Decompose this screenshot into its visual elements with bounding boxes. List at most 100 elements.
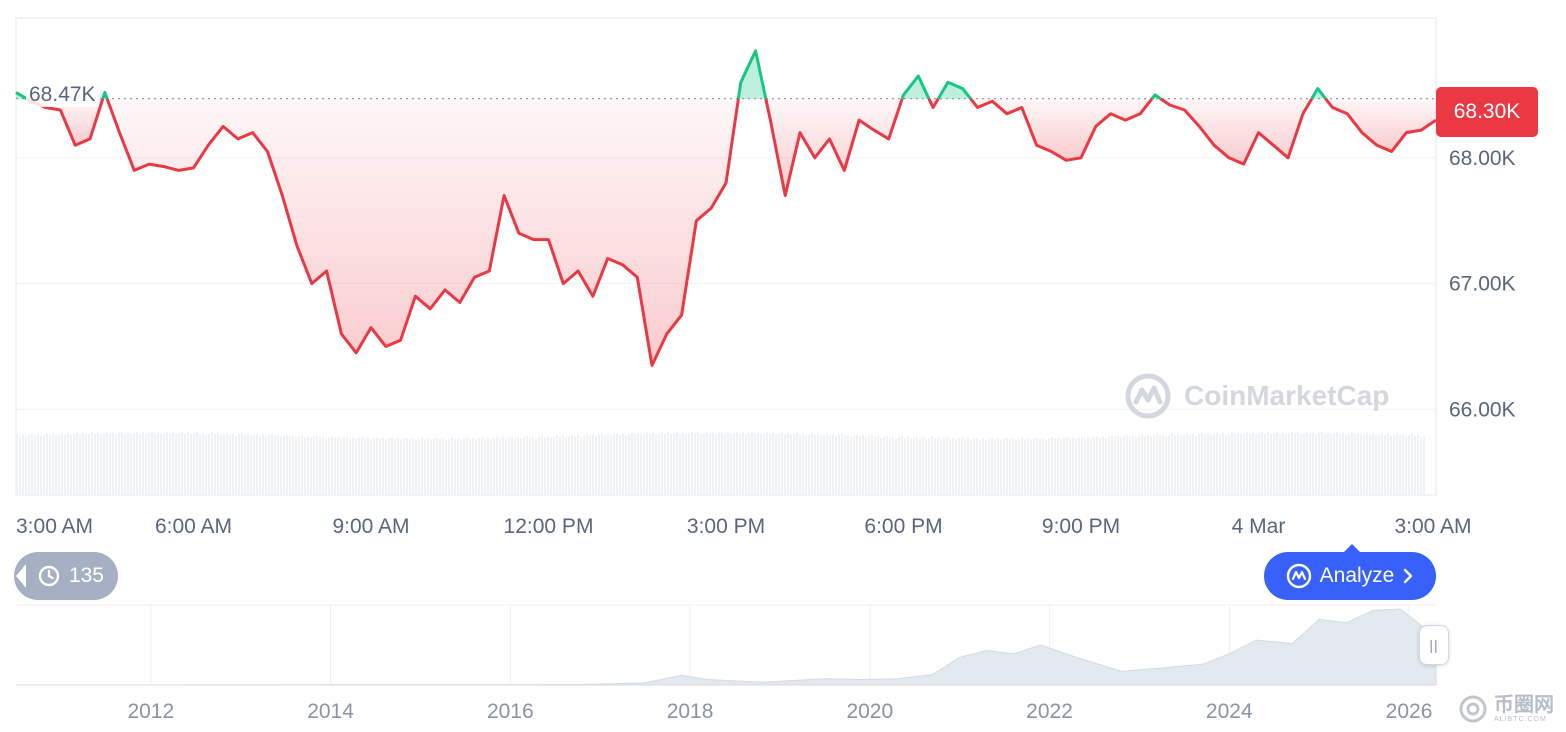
- volume-bar: [748, 433, 750, 495]
- volume-bar: [913, 437, 915, 495]
- volume-bar: [976, 437, 978, 495]
- plot-frame: [15, 17, 1437, 496]
- volume-bar: [466, 437, 468, 495]
- volume-bar: [958, 438, 960, 495]
- volume-bar: [1030, 439, 1032, 495]
- volume-bar: [1171, 433, 1173, 495]
- volume-bar: [1336, 432, 1338, 495]
- volume-bar: [508, 437, 510, 495]
- area-below-baseline: [970, 98, 1152, 161]
- analyze-button[interactable]: Analyze: [1264, 544, 1436, 600]
- volume-bar: [1405, 436, 1407, 495]
- volume-bar: [238, 434, 240, 495]
- volume-bar: [1036, 437, 1038, 495]
- volume-bar: [1411, 434, 1413, 495]
- volume-bar: [1297, 432, 1299, 495]
- volume-bar: [1366, 432, 1368, 495]
- volume-bar: [589, 435, 591, 495]
- volume-bar: [1270, 434, 1272, 495]
- volume-bar: [586, 434, 588, 495]
- volume-bar: [1147, 435, 1149, 495]
- navigator-brush-handle[interactable]: ||: [1419, 625, 1449, 665]
- volume-bar: [577, 435, 579, 495]
- volume-bar: [1267, 432, 1269, 495]
- volume-bar: [67, 433, 69, 495]
- volume-bar: [421, 437, 423, 495]
- volume-bar: [841, 434, 843, 495]
- price-line-up: [1310, 87, 1327, 100]
- y-tick-label: 67.00K: [1449, 273, 1516, 296]
- volume-bar: [445, 439, 447, 495]
- volume-bar: [322, 436, 324, 495]
- volume-bar: [1117, 436, 1119, 495]
- volume-bar: [1000, 439, 1002, 495]
- volume-bar: [454, 439, 456, 495]
- volume-bar: [1207, 433, 1209, 495]
- volume-bar: [76, 432, 78, 495]
- volume-bar: [448, 438, 450, 495]
- volume-bar: [1243, 433, 1245, 495]
- volume-bar: [790, 434, 792, 495]
- price-line-down: [927, 97, 940, 109]
- volume-bar: [1324, 433, 1326, 495]
- volume-bar: [40, 435, 42, 495]
- volume-bar: [817, 433, 819, 495]
- volume-bar: [142, 432, 144, 495]
- volume-bar: [439, 439, 441, 495]
- volume-bar: [400, 439, 402, 495]
- analyze-label: Analyze: [1319, 564, 1395, 587]
- volume-bar: [943, 438, 945, 495]
- volume-bar: [1219, 434, 1221, 495]
- volume-bar: [490, 439, 492, 495]
- volume-bar: [727, 432, 729, 495]
- volume-bar: [736, 431, 738, 495]
- area-below-baseline: [1325, 98, 1436, 152]
- volume-bar: [979, 439, 981, 495]
- volume-bar: [1378, 434, 1380, 495]
- volume-bar: [430, 439, 432, 495]
- volume-bar: [1081, 436, 1083, 495]
- site-logo-icon: [1459, 695, 1487, 723]
- volume-bar: [1120, 437, 1122, 495]
- volume-bar: [496, 436, 498, 495]
- volume-bar: [991, 437, 993, 495]
- volume-bar: [751, 431, 753, 495]
- volume-bar: [1291, 431, 1293, 495]
- volume-bar: [1150, 436, 1152, 495]
- volume-bar: [1189, 434, 1191, 495]
- site-watermark: 币圈网 ALIBTC.COM: [1458, 694, 1554, 724]
- volume-bar: [199, 433, 201, 495]
- x-tick-label: 12:00 PM: [504, 515, 594, 538]
- volume-bar: [1105, 438, 1107, 495]
- volume-bar: [1294, 433, 1296, 495]
- volume-bar: [907, 436, 909, 495]
- volume-bar: [442, 438, 444, 495]
- volume-bar: [1309, 433, 1311, 495]
- volume-bar: [613, 434, 615, 495]
- volume-bar: [670, 434, 672, 495]
- volume-bar: [1420, 436, 1422, 495]
- navigator-x-tick-label: 2022: [1026, 700, 1073, 723]
- volume-bar: [184, 433, 186, 495]
- volume-bar: [517, 436, 519, 495]
- volume-bar: [805, 435, 807, 495]
- volume-bar: [97, 432, 99, 495]
- volume-bar: [250, 435, 252, 495]
- navigator-x-tick-label: 2016: [487, 700, 534, 723]
- volume-bar: [691, 431, 693, 495]
- volume-bar: [1360, 434, 1362, 495]
- volume-bar: [196, 432, 198, 495]
- volume-bar: [202, 432, 204, 495]
- volume-bar: [34, 435, 36, 495]
- volume-bar: [919, 438, 921, 495]
- volume-bar: [1282, 432, 1284, 495]
- navigator-chart[interactable]: 2012 2014 2016 2018 2020 2022 2024 2026: [16, 604, 1437, 723]
- history-count: 135: [68, 564, 104, 587]
- volume-bar: [547, 435, 549, 495]
- volume-bar: [325, 438, 327, 495]
- volume-bar: [70, 434, 72, 495]
- history-badge[interactable]: 135: [14, 552, 118, 600]
- volume-bar: [988, 438, 990, 495]
- volume-bar: [286, 434, 288, 495]
